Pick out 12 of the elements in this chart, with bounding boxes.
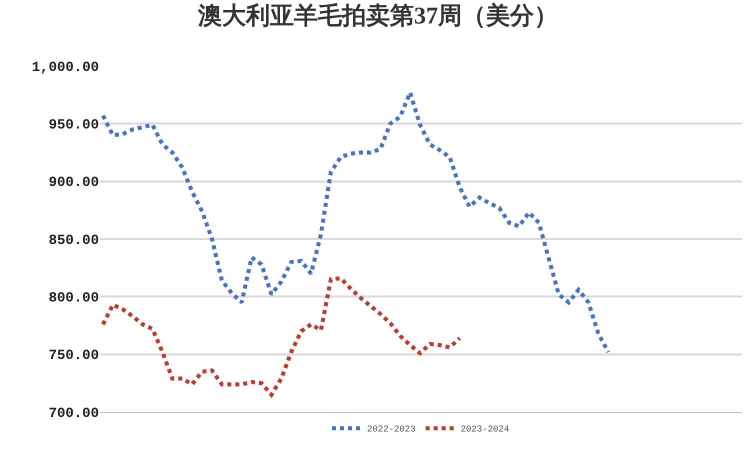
line-series [100,276,462,397]
y-tick-label: 900.00 [48,175,99,192]
legend-label: 2022-2023 [367,424,416,435]
y-tick-label: 750.00 [48,348,99,364]
y-tick-label: 950.00 [48,118,99,134]
line-series [100,90,610,354]
y-tick-label: 1,000.00 [32,60,99,76]
y-tick-label: 800.00 [48,290,99,307]
y-tick-label: 700.00 [48,406,99,422]
chart-title: 澳大利亚羊毛拍卖第37周（美分） [197,2,558,30]
legend-label: 2023-2024 [460,424,510,435]
y-tick-label: 850.00 [48,232,99,249]
